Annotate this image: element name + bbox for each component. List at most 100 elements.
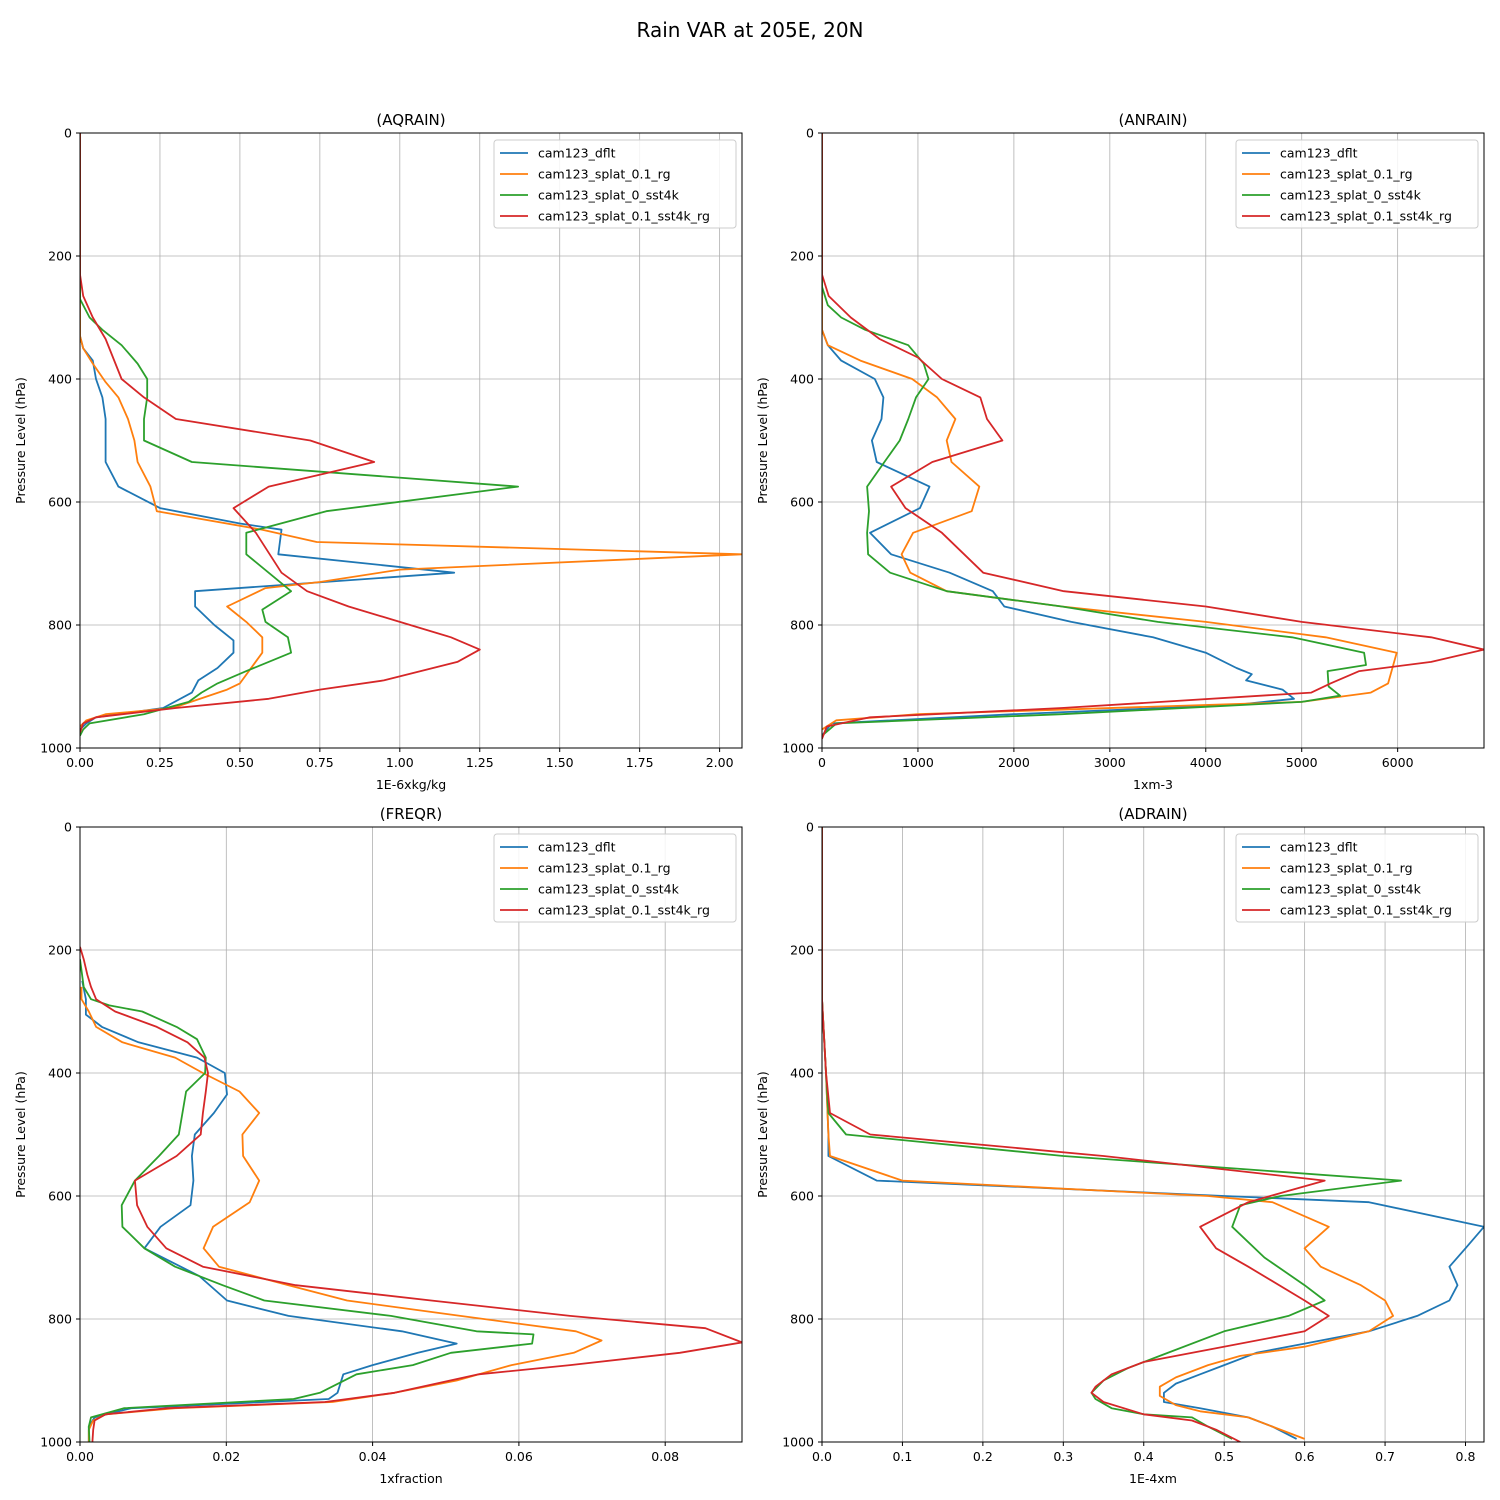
x-tick-label: 4000 [1190, 755, 1222, 770]
legend-label: cam123_splat_0_sst4k [1280, 882, 1422, 897]
subplot-title: (AQRAIN) [376, 111, 445, 129]
series-group [822, 827, 1484, 1442]
legend-box [1235, 833, 1479, 923]
subplot-adrain: 0.0 0.1 0.2 0.3 0.4 0.5 0.6 0.7 0.8 0 200 400 600 800… [755, 805, 1485, 1486]
x-tick-label: 0.0 [812, 1449, 832, 1464]
y-tick-label: 1000 [40, 741, 72, 756]
legend-label: cam123_splat_0.1_rg [538, 167, 671, 182]
series-group [822, 133, 1484, 740]
legend-label: cam123_splat_0.1_rg [538, 861, 671, 876]
x-tick-label: 0.00 [66, 755, 94, 770]
series-line-cam123_splat_0_sst4k [822, 133, 1367, 737]
x-tick-label: 0.00 [66, 1449, 94, 1464]
x-tick-label: 1.75 [626, 755, 654, 770]
series-line-cam123_splat_0-1_sst4k_rg [80, 133, 481, 733]
y-tick-label: 0 [806, 820, 814, 835]
legend-label: cam123_splat_0.1_rg [1280, 861, 1413, 876]
x-axis-label: 1E-6xkg/kg [376, 777, 446, 792]
x-axis-label: 1xm-3 [1133, 777, 1173, 792]
legend: cam123_dflt cam123_splat_0.1_rg cam123_spl… [1235, 833, 1479, 923]
x-tick-label: 0.1 [892, 1449, 912, 1464]
legend-label: cam123_splat_0.1_rg [1280, 167, 1413, 182]
y-tick-label: 1000 [782, 741, 814, 756]
x-axis-label: 1E-4xm [1129, 1471, 1177, 1486]
y-axis-label: Pressure Level (hPa) [755, 377, 770, 504]
y-tick-label: 800 [790, 618, 814, 633]
legend-box [493, 139, 737, 229]
legend-label: cam123_splat_0.1_sst4k_rg [538, 903, 710, 918]
y-tick-label: 200 [790, 943, 814, 958]
legend-label: cam123_splat_0.1_sst4k_rg [1280, 903, 1452, 918]
x-tick-label: 0.04 [359, 1449, 387, 1464]
legend-label: cam123_splat_0_sst4k [538, 882, 680, 897]
x-tick-label: 1.00 [386, 755, 414, 770]
x-tick-label: 2000 [998, 755, 1030, 770]
x-tick-label: 5000 [1286, 755, 1318, 770]
legend-label: cam123_splat_0.1_sst4k_rg [538, 209, 710, 224]
x-axis-label: 1xfraction [379, 1471, 442, 1486]
series-line-cam123_splat_0-1_sst4k_rg [822, 133, 1484, 740]
series-line-cam123_dflt [822, 133, 1295, 737]
series-line-cam123_dflt [81, 980, 458, 1442]
y-tick-label: 1000 [40, 1435, 72, 1450]
axes-frame [79, 132, 743, 749]
series-line-cam123_splat_0_sst4k [80, 959, 535, 1442]
legend-label: cam123_dflt [1280, 840, 1358, 855]
y-tick-label: 200 [48, 249, 72, 264]
y-tick-label: 800 [48, 618, 72, 633]
series-line-cam123_splat_0-1_rg [822, 827, 1394, 1440]
x-tick-label: 0.2 [973, 1449, 993, 1464]
y-tick-label: 800 [48, 1312, 72, 1327]
legend-label: cam123_splat_0_sst4k [1280, 188, 1422, 203]
x-tick-label: 0.02 [212, 1449, 240, 1464]
y-tick-label: 0 [64, 126, 72, 141]
y-axis-label: Pressure Level (hPa) [13, 377, 28, 504]
legend-label: cam123_dflt [1280, 146, 1358, 161]
axes-frame [821, 132, 1485, 749]
x-tick-label: 0.50 [226, 755, 254, 770]
y-tick-label: 200 [48, 943, 72, 958]
x-tick-label: 0.08 [651, 1449, 679, 1464]
x-tick-label: 0.25 [146, 755, 174, 770]
x-tick-label: 0.6 [1295, 1449, 1315, 1464]
series-group [80, 133, 742, 737]
legend-label: cam123_dflt [538, 146, 616, 161]
x-tick-label: 1.25 [466, 755, 494, 770]
x-tick-label: 1000 [902, 755, 934, 770]
y-axis-label: Pressure Level (hPa) [13, 1071, 28, 1198]
y-tick-label: 600 [48, 495, 72, 510]
figure-title: Rain VAR at 205E, 20N [636, 18, 863, 42]
y-tick-label: 400 [48, 1066, 72, 1081]
x-tick-label: 0.7 [1375, 1449, 1395, 1464]
subplot-aqrain: 0.00 0.25 0.50 0.75 1.00 1.25 1.50 1.75 2.00 0 200… [13, 111, 743, 792]
subplot-title: (ANRAIN) [1119, 111, 1188, 129]
x-tick-label: 0.75 [306, 755, 334, 770]
subplot-anrain: 0 1000 2000 3000 4000 5000 6000 0 200 400 600 800 10… [755, 111, 1485, 792]
x-tick-label: 3000 [1094, 755, 1126, 770]
legend-label: cam123_splat_0.1_sst4k_rg [1280, 209, 1452, 224]
subplot-freqr: 0.00 0.02 0.04 0.06 0.08 0 200 400 600 800 1000 (FR… [13, 805, 743, 1486]
y-tick-label: 800 [790, 1312, 814, 1327]
x-tick-label: 0.06 [505, 1449, 533, 1464]
y-tick-label: 400 [790, 372, 814, 387]
axes-frame [79, 826, 743, 1443]
legend-label: cam123_splat_0_sst4k [538, 188, 680, 203]
x-tick-label: 0 [818, 755, 826, 770]
y-tick-label: 600 [48, 1189, 72, 1204]
series-line-cam123_splat_0-1_sst4k_rg [822, 827, 1330, 1442]
y-tick-label: 0 [64, 820, 72, 835]
series-line-cam123_dflt [80, 133, 456, 731]
legend-label: cam123_dflt [538, 840, 616, 855]
axes-frame [821, 826, 1485, 1443]
x-tick-label: 0.4 [1134, 1449, 1154, 1464]
series-line-cam123_splat_0-1_rg [80, 986, 603, 1442]
legend-box [493, 833, 737, 923]
series-line-cam123_splat_0_sst4k [80, 133, 519, 737]
legend-box [1235, 139, 1479, 229]
y-tick-label: 400 [48, 372, 72, 387]
y-tick-label: 0 [806, 126, 814, 141]
subplot-title: (ADRAIN) [1118, 805, 1187, 823]
series-line-cam123_splat_0_sst4k [822, 827, 1402, 1440]
x-tick-label: 1.50 [546, 755, 574, 770]
